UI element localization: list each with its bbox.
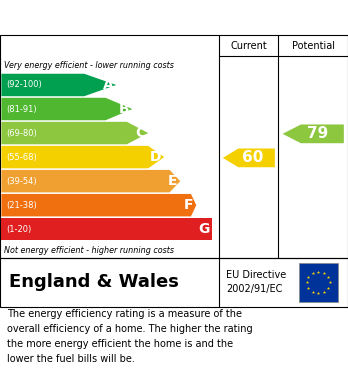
Text: (69-80): (69-80): [6, 129, 37, 138]
Text: B: B: [119, 102, 129, 116]
Polygon shape: [223, 149, 275, 167]
Text: (81-91): (81-91): [6, 104, 37, 113]
Text: Not energy efficient - higher running costs: Not energy efficient - higher running co…: [4, 246, 174, 255]
Text: C: C: [135, 126, 145, 140]
Text: Very energy efficient - lower running costs: Very energy efficient - lower running co…: [4, 61, 174, 70]
Polygon shape: [1, 98, 132, 120]
Polygon shape: [1, 170, 180, 192]
Polygon shape: [1, 74, 116, 96]
Text: (39-54): (39-54): [6, 177, 37, 186]
Polygon shape: [1, 122, 148, 144]
Bar: [299, 263, 338, 302]
Text: 60: 60: [242, 151, 264, 165]
Polygon shape: [283, 124, 344, 143]
Text: Current: Current: [230, 41, 267, 51]
Text: G: G: [198, 222, 209, 236]
Text: E: E: [168, 174, 177, 188]
Text: (1-20): (1-20): [6, 225, 32, 234]
Text: EU Directive
2002/91/EC: EU Directive 2002/91/EC: [226, 271, 286, 294]
Text: Potential: Potential: [292, 41, 335, 51]
Polygon shape: [1, 218, 212, 240]
Text: (92-100): (92-100): [6, 81, 42, 90]
Text: (21-38): (21-38): [6, 201, 37, 210]
Text: The energy efficiency rating is a measure of the
overall efficiency of a home. T: The energy efficiency rating is a measur…: [7, 309, 253, 364]
Text: (55-68): (55-68): [6, 152, 37, 161]
Text: England & Wales: England & Wales: [9, 273, 179, 292]
Text: Energy Efficiency Rating: Energy Efficiency Rating: [10, 9, 239, 27]
Text: 79: 79: [308, 126, 329, 141]
Text: D: D: [150, 150, 161, 164]
Polygon shape: [1, 146, 164, 169]
Text: A: A: [103, 78, 113, 92]
Text: F: F: [184, 198, 193, 212]
Polygon shape: [1, 194, 196, 216]
